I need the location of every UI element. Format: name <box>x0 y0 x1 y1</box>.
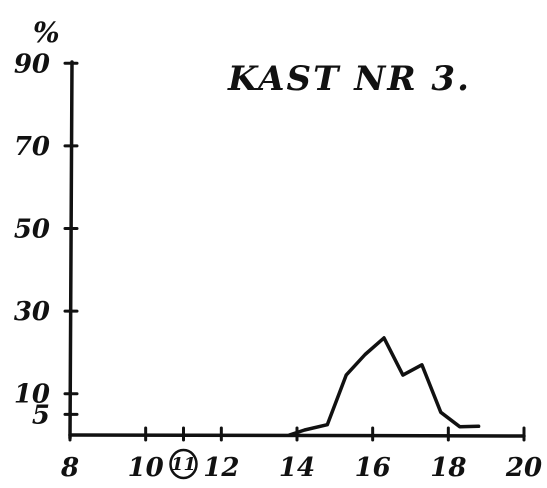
y-tick-label-5: 5 <box>32 400 50 430</box>
y-tick-label-50: 50 <box>14 214 50 244</box>
x-tick-label-8: 8 <box>60 453 79 483</box>
x-tick-label-18: 18 <box>430 453 466 483</box>
y-tick-label-90: 90 <box>14 49 50 79</box>
y-tick-label-10: 10 <box>14 380 50 410</box>
y-axis <box>68 60 74 440</box>
y-axis-ticks: 510 30 50 70 90 <box>14 49 79 430</box>
series-group <box>287 336 481 437</box>
x-tick-label-11: 11 <box>171 454 196 475</box>
series-line-0 <box>287 336 481 437</box>
x-tick-label-14: 14 <box>279 453 315 483</box>
x-axis-ticks: 8 10 11 12 14 16 18 20 <box>60 426 542 483</box>
y-tick-label-30: 30 <box>14 297 50 327</box>
y-tick-label-70: 70 <box>14 132 50 162</box>
x-tick-label-20: 20 <box>505 453 542 483</box>
chart-title: KAST NR 3. <box>227 59 471 99</box>
x-tick-label-16: 16 <box>355 453 391 483</box>
x-tick-label-10: 10 <box>128 453 164 483</box>
x-tick-circle-11 <box>169 448 198 480</box>
x-tick-label-12: 12 <box>203 453 239 483</box>
y-axis-label: % <box>33 16 60 49</box>
